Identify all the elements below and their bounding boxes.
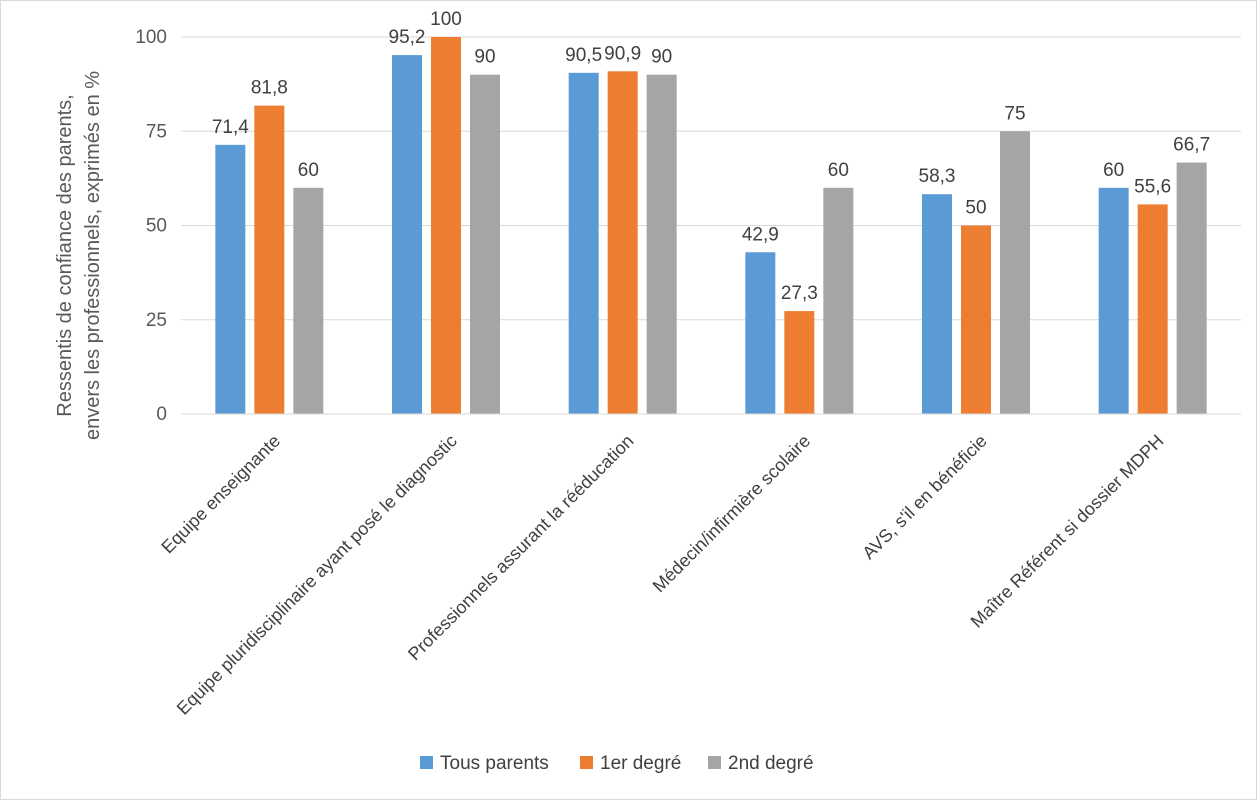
data-label: 55,6: [1134, 176, 1171, 197]
x-category-label: Maître Référent si dossier MDPH: [967, 431, 1168, 632]
data-label: 27,3: [781, 283, 818, 304]
bar: [784, 311, 815, 414]
data-label: 60: [828, 160, 849, 181]
data-label: 50: [965, 198, 986, 219]
data-label: 66,7: [1173, 135, 1210, 156]
legend-label: 1er degré: [600, 753, 681, 774]
y-tick-label: 50: [146, 216, 167, 237]
data-label: 71,4: [212, 117, 249, 138]
x-category-label: Equipe pluridisciplinaire ayant posé le …: [173, 431, 461, 719]
bar: [607, 71, 638, 414]
bar: [470, 74, 500, 414]
bar: [1000, 131, 1030, 414]
y-axis-title-line: Ressentis de confiance des parents,: [54, 94, 76, 416]
data-label: 90,5: [565, 45, 602, 66]
bar: [823, 187, 854, 414]
legend-swatch: [580, 756, 593, 769]
bar: [922, 194, 952, 414]
bar: [745, 252, 776, 414]
data-label: 60: [298, 160, 319, 181]
data-label: 95,2: [389, 27, 426, 48]
data-label: 58,3: [919, 166, 956, 187]
bar: [1137, 204, 1168, 414]
data-label: 90: [474, 47, 495, 68]
bar: [646, 74, 677, 414]
bar: [254, 105, 285, 414]
data-label: 90,9: [604, 43, 641, 64]
legend-label: Tous parents: [440, 753, 549, 774]
bar: [568, 72, 599, 414]
data-label: 90: [651, 47, 672, 68]
bar: [392, 55, 422, 414]
y-tick-label: 25: [146, 310, 167, 331]
y-axis-title: Ressentis de confiance des parents, enver…: [54, 71, 104, 440]
y-axis-title-line: envers les professionnels, exprimés en %: [82, 71, 104, 440]
data-label: 81,8: [251, 78, 288, 99]
data-label: 42,9: [742, 224, 779, 245]
bar: [431, 37, 461, 414]
legend-swatch: [708, 756, 721, 769]
data-label: 100: [430, 9, 462, 30]
legend-label: 2nd degré: [728, 753, 814, 774]
y-tick-label: 0: [156, 404, 167, 425]
y-tick-label: 100: [135, 27, 167, 48]
bar: [293, 187, 324, 414]
bar: [1176, 162, 1207, 414]
data-label: 75: [1004, 103, 1025, 124]
bar: [215, 144, 246, 414]
data-label: 60: [1103, 160, 1124, 181]
x-category-label: AVS, s'il en bénéficie: [858, 431, 990, 563]
x-category-label: Médecin/infirmière scolaire: [649, 431, 815, 597]
bar: [961, 225, 991, 414]
legend-swatch: [420, 756, 433, 769]
x-category-label: Equipe enseignante: [157, 431, 284, 558]
bar: [1098, 187, 1129, 414]
y-tick-label: 75: [146, 121, 167, 142]
